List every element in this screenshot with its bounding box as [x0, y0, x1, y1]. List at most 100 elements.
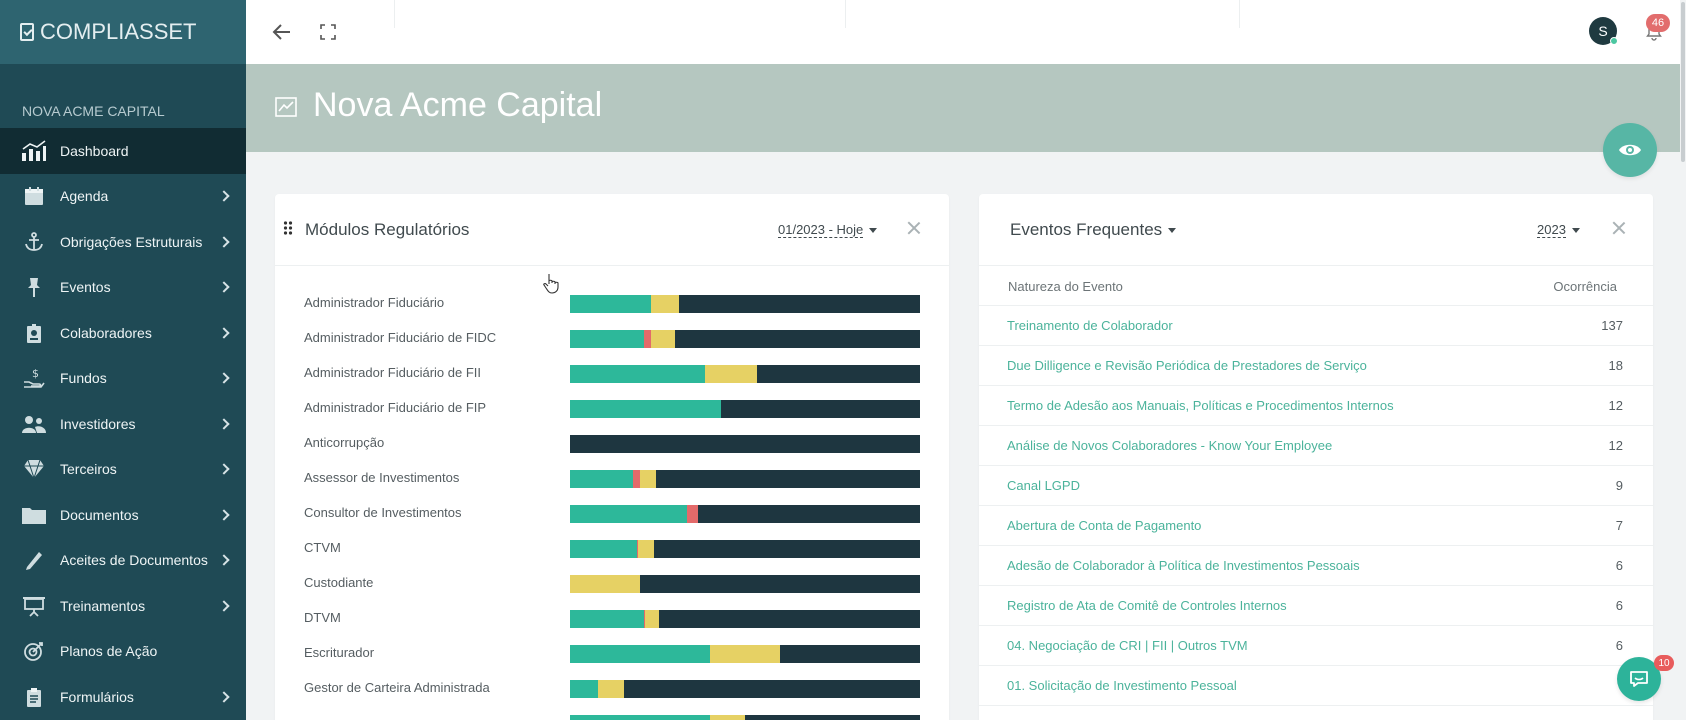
modulo-progress-bar[interactable]: [570, 645, 920, 663]
user-avatar[interactable]: S: [1589, 17, 1618, 45]
card-title: Eventos Frequentes: [1010, 220, 1163, 239]
eventos-title-dropdown[interactable]: Eventos Frequentes: [1010, 220, 1177, 240]
modulo-row[interactable]: [275, 706, 949, 720]
modulo-progress-bar[interactable]: [570, 470, 920, 488]
pen-icon: [20, 549, 48, 571]
fullscreen-icon[interactable]: [318, 22, 338, 42]
modulos-regulatorios-card: Módulos Regulatórios 01/2023 - Hoje Admi…: [275, 194, 949, 720]
close-card-button[interactable]: [1611, 220, 1627, 236]
bar-segment-yellow: [710, 645, 780, 663]
modulo-progress-bar[interactable]: [570, 365, 920, 383]
sidebar-item-documentos[interactable]: Documentos: [0, 492, 246, 538]
modulo-label: Administrador Fiduciário de FIP: [304, 400, 487, 415]
event-name-link[interactable]: 01. Solicitação de Investimento Pessoal: [1007, 678, 1237, 693]
sidebar-item-dashboard[interactable]: Dashboard: [0, 128, 246, 174]
table-row[interactable]: Adesão de Colaborador à Política de Inve…: [979, 546, 1653, 586]
modulo-label: Administrador Fiduciário: [304, 295, 445, 310]
date-range-dropdown[interactable]: 01/2023 - Hoje: [778, 222, 878, 238]
page-scrollbar-thumb[interactable]: [1681, 2, 1685, 162]
sidebar-item-terceiros[interactable]: Terceiros: [0, 447, 246, 493]
modulo-progress-bar[interactable]: [570, 505, 920, 523]
modulo-progress-bar[interactable]: [570, 575, 920, 593]
bar-segment-green: [570, 330, 644, 348]
table-row[interactable]: Registro de Ata de Comitê de Controles I…: [979, 586, 1653, 626]
sidebar-item-eventos[interactable]: Eventos: [0, 265, 246, 311]
modulo-row[interactable]: Custodiante: [275, 566, 949, 601]
bar-segment-green: [570, 610, 644, 628]
sidebar-item-colaboradores[interactable]: Colaboradores: [0, 310, 246, 356]
table-row[interactable]: Análise de Novos Colaboradores - Know Yo…: [979, 426, 1653, 466]
chat-launcher-button[interactable]: [1617, 657, 1661, 701]
event-count: 6: [1615, 598, 1623, 613]
modulo-progress-bar[interactable]: [570, 435, 920, 453]
sidebar-item-treinamentos[interactable]: Treinamentos: [0, 583, 246, 629]
back-arrow-icon[interactable]: [270, 20, 294, 44]
modulo-progress-bar[interactable]: [570, 330, 920, 348]
sidebar-item-formularios[interactable]: Formulários: [0, 674, 246, 720]
event-name-link[interactable]: Inve…: [1007, 718, 1045, 720]
drag-handle-icon[interactable]: [283, 221, 293, 235]
table-row[interactable]: 04. Negociação de CRI | FII | Outros TVM…: [979, 626, 1653, 666]
modulo-row[interactable]: Consultor de Investimentos: [275, 496, 949, 531]
caret-down-icon: [1571, 228, 1580, 234]
sidebar-item-investidores[interactable]: Investidores: [0, 401, 246, 447]
event-name-link[interactable]: Due Dilligence e Revisão Periódica de Pr…: [1007, 358, 1367, 373]
table-row[interactable]: Due Dilligence e Revisão Periódica de Pr…: [979, 346, 1653, 386]
chevron-right-icon: [218, 691, 230, 703]
event-name-link[interactable]: Canal LGPD: [1007, 478, 1080, 493]
modulo-row[interactable]: Administrador Fiduciário de FIP: [275, 391, 949, 426]
modulo-row[interactable]: Administrador Fiduciário: [275, 286, 949, 321]
sidebar-item-planos-de-acao[interactable]: Planos de Ação: [0, 629, 246, 675]
event-name-link[interactable]: Registro de Ata de Comitê de Controles I…: [1007, 598, 1287, 613]
table-row[interactable]: 01. Solicitação de Investimento Pessoal: [979, 666, 1653, 706]
column-header-count[interactable]: Ocorrência: [1553, 279, 1617, 294]
modulo-row[interactable]: Escriturador: [275, 636, 949, 671]
event-name-link[interactable]: Treinamento de Colaborador: [1007, 318, 1173, 333]
modulo-progress-bar[interactable]: [570, 540, 920, 558]
table-row[interactable]: Inve… 5: [979, 706, 1653, 720]
chat-badge[interactable]: 10: [1654, 655, 1674, 671]
chevron-right-icon: [218, 463, 230, 475]
modulo-row[interactable]: Assessor de Investimentos: [275, 461, 949, 496]
bar-segment-yellow: [710, 715, 745, 720]
event-count: 6: [1615, 638, 1623, 653]
logo[interactable]: COMPLIASSET: [0, 0, 246, 64]
modulo-progress-bar[interactable]: [570, 295, 920, 313]
modulo-progress-bar[interactable]: [570, 400, 920, 418]
event-name-link[interactable]: Termo de Adesão aos Manuais, Políticas e…: [1007, 398, 1394, 413]
event-name-link[interactable]: 04. Negociação de CRI | FII | Outros TVM: [1007, 638, 1248, 653]
sidebar-item-fundos[interactable]: $ Fundos: [0, 356, 246, 402]
page-title: Nova Acme Capital: [313, 86, 603, 124]
eventos-frequentes-card: Eventos Frequentes 2023 Natureza do Even…: [979, 194, 1653, 720]
notifications-badge[interactable]: 46: [1646, 14, 1670, 32]
year-dropdown[interactable]: 2023: [1537, 222, 1580, 238]
page-scrollbar-track[interactable]: [1680, 0, 1686, 720]
modulo-progress-bar[interactable]: [570, 680, 920, 698]
modulo-progress-bar[interactable]: [570, 715, 920, 720]
modulo-row[interactable]: Gestor de Carteira Administrada: [275, 671, 949, 706]
anchor-icon: [20, 231, 48, 253]
modulo-label: DTVM: [304, 610, 341, 625]
modulo-row[interactable]: Anticorrupção: [275, 426, 949, 461]
sidebar-item-agenda[interactable]: Agenda: [0, 174, 246, 220]
sidebar-item-obrigacoes-estruturais[interactable]: Obrigações Estruturais: [0, 219, 246, 265]
event-name-link[interactable]: Adesão de Colaborador à Política de Inve…: [1007, 558, 1360, 573]
calendar-icon: [20, 185, 48, 207]
modulo-label: Escriturador: [304, 645, 375, 660]
modulo-progress-bar[interactable]: [570, 610, 920, 628]
modulo-row[interactable]: DTVM: [275, 601, 949, 636]
modulo-row[interactable]: Administrador Fiduciário de FIDC: [275, 321, 949, 356]
table-row[interactable]: Termo de Adesão aos Manuais, Políticas e…: [979, 386, 1653, 426]
sidebar: COMPLIASSET NOVA ACME CAPITAL Dashboard A…: [0, 0, 246, 720]
sidebar-item-aceites-de-documentos[interactable]: Aceites de Documentos: [0, 538, 246, 584]
table-row[interactable]: Canal LGPD 9: [979, 466, 1653, 506]
table-row[interactable]: Treinamento de Colaborador 137: [979, 306, 1653, 346]
view-toggle-button[interactable]: [1603, 123, 1657, 177]
close-card-button[interactable]: [906, 220, 922, 236]
column-header-nature[interactable]: Natureza do Evento: [1008, 279, 1123, 294]
modulo-row[interactable]: CTVM: [275, 531, 949, 566]
event-name-link[interactable]: Análise de Novos Colaboradores - Know Yo…: [1007, 438, 1333, 453]
table-row[interactable]: Abertura de Conta de Pagamento 7: [979, 506, 1653, 546]
modulo-row[interactable]: Administrador Fiduciário de FII: [275, 356, 949, 391]
event-name-link[interactable]: Abertura de Conta de Pagamento: [1007, 518, 1202, 533]
